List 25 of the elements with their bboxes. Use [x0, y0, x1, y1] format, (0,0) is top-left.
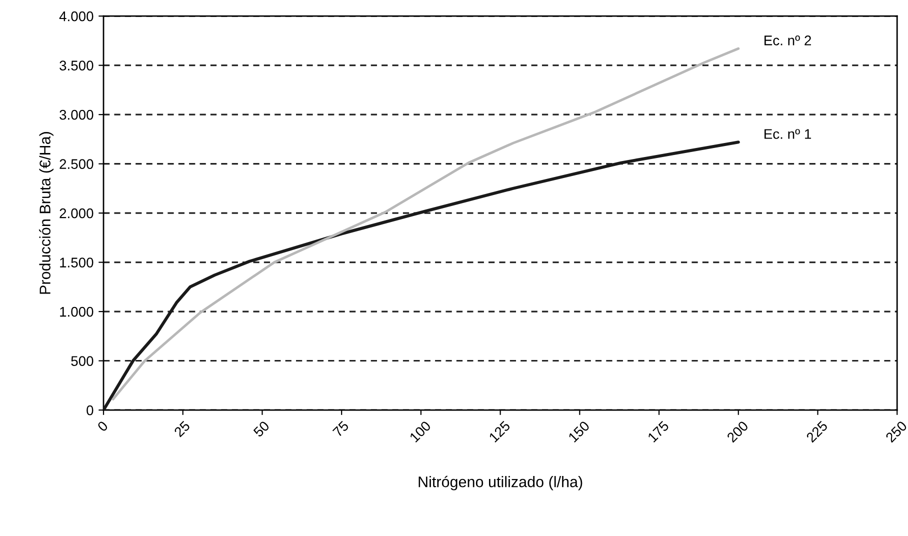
y-tick-label: 3.000	[60, 110, 94, 120]
y-tick-label: 500	[71, 356, 94, 366]
x-tick-label: 125	[488, 420, 511, 443]
x-tick-label: 250	[885, 420, 908, 443]
y-tick-label: 3.500	[60, 60, 94, 70]
x-tick-label: 75	[332, 420, 350, 438]
y-axis-title: Producción Bruta (€/Ha)	[39, 132, 54, 294]
y-tick-label: 1.000	[60, 306, 94, 317]
x-tick-label: 50	[252, 420, 270, 438]
x-tick-label: 100	[409, 420, 432, 443]
x-tick-label: 150	[568, 420, 590, 443]
y-tick-label: 0	[86, 405, 94, 416]
y-tick-label: 1.500	[60, 258, 94, 268]
y-tick-label: 2.000	[60, 208, 94, 218]
x-tick-label: 25	[174, 420, 191, 438]
x-axis-title: Nitrógeno utilizado (l/ha)	[418, 476, 582, 490]
x-tick-label: 200	[726, 420, 749, 443]
x-tick-label: 0	[96, 420, 108, 432]
y-tick-label: 2.500	[60, 159, 94, 169]
x-tick-label: 175	[647, 420, 670, 443]
series-label: Ec. nº 2	[764, 36, 811, 46]
x-tick-label: 225	[806, 420, 828, 443]
y-tick-label: 4.000	[59, 11, 94, 22]
series-label: Ec. nº 1	[764, 129, 812, 139]
line-series	[112, 47, 740, 400]
